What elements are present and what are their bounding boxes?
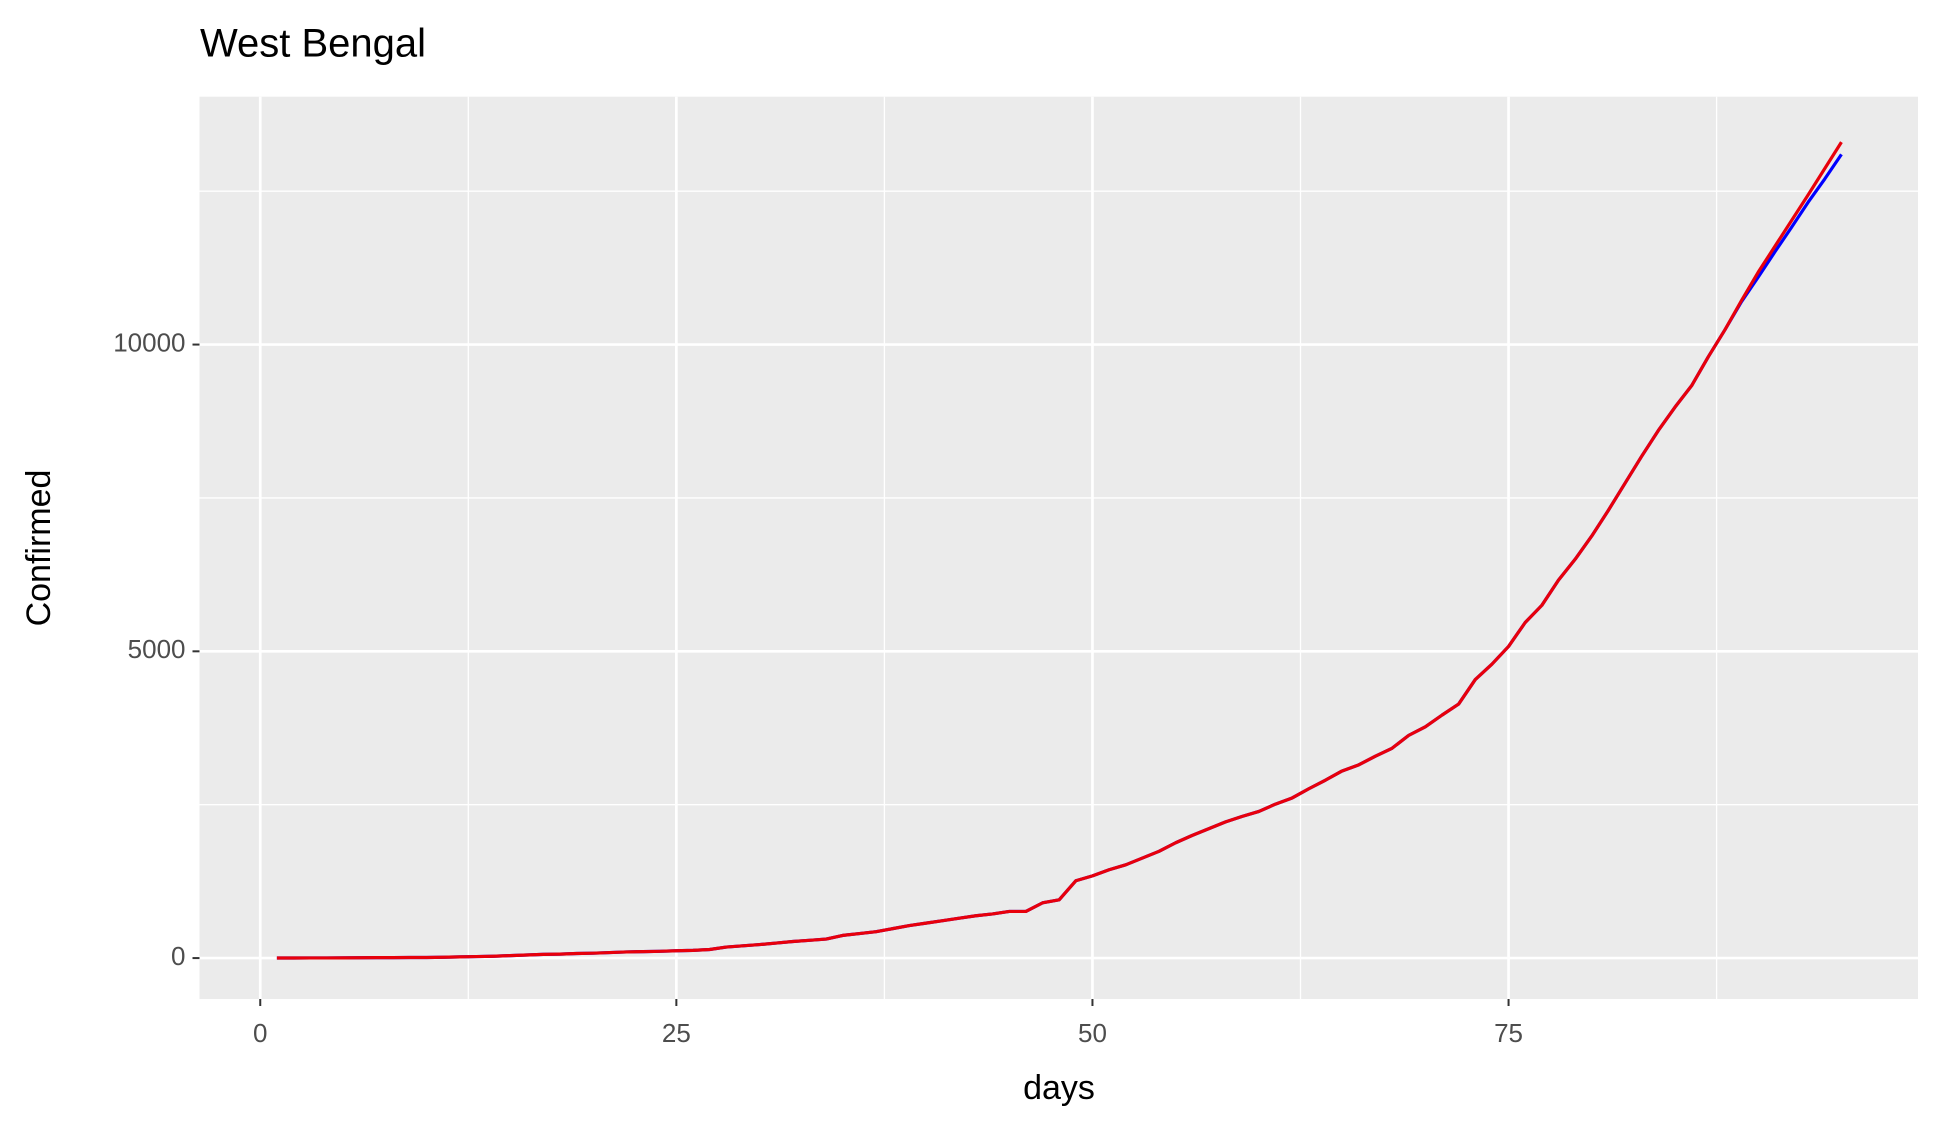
x-tick-label: 50 [1078, 1018, 1107, 1048]
y-tick-label: 0 [171, 941, 185, 971]
x-axis-title: days [1023, 1069, 1095, 1107]
chart-title: West Bengal [200, 22, 426, 66]
line-series [276, 141, 1843, 960]
y-tick-label: 10000 [113, 327, 185, 357]
x-tick-label: 75 [1494, 1018, 1523, 1048]
plot-panel [199, 96, 1918, 999]
x-tick-label: 0 [253, 1018, 267, 1048]
y-tick-label: 5000 [128, 634, 186, 664]
y-axis-title: Confirmed [20, 470, 58, 627]
x-tick-label: 25 [662, 1018, 691, 1048]
